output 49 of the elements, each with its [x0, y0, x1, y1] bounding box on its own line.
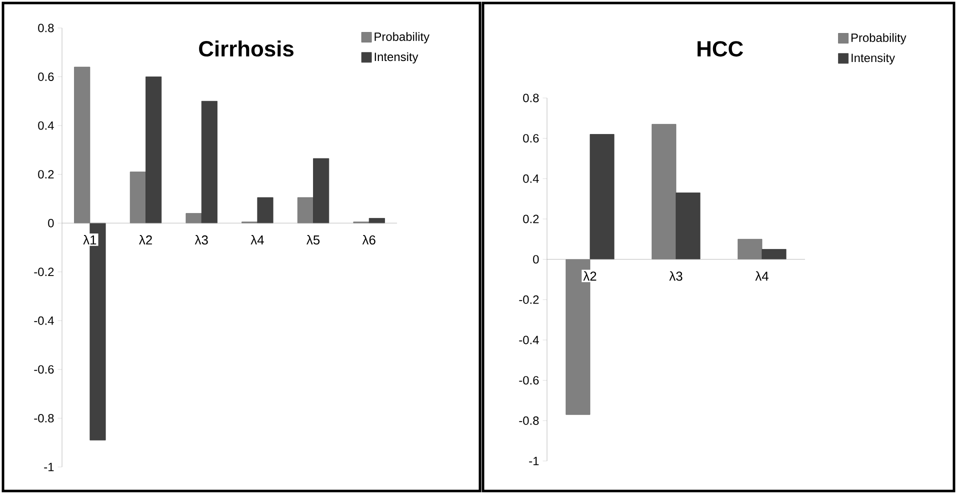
bar — [313, 158, 330, 224]
y-tick-label: 0.2 — [523, 214, 539, 224]
bar — [201, 100, 218, 224]
bar — [762, 249, 786, 260]
y-tick-label: -0.8 — [519, 416, 539, 425]
y-tick-label: 0.6 — [523, 134, 539, 143]
y-tick-label: -0.6 — [519, 376, 539, 385]
y-tick-label: 0.6 — [38, 72, 54, 81]
y-tick-label: 0 — [533, 255, 539, 264]
x-tick-label: λ1 — [83, 235, 96, 244]
bar — [676, 192, 700, 260]
y-tick-label: 0.2 — [38, 170, 54, 179]
y-tick-label: 0.4 — [38, 121, 54, 130]
x-tick-label: λ5 — [306, 235, 320, 245]
legend-label: Intensity — [852, 53, 896, 64]
y-tick-label: 0.8 — [38, 24, 54, 32]
x-tick-label: λ4 — [755, 271, 768, 281]
y-tick-label: -0.2 — [519, 295, 539, 304]
bar — [652, 124, 676, 260]
bar — [257, 197, 274, 224]
bar — [590, 134, 614, 260]
y-tick-label: 0 — [48, 218, 54, 228]
x-tick-label: λ2 — [139, 235, 152, 244]
y-tick-label: -0.2 — [34, 268, 54, 276]
y-tick-label: 0.8 — [523, 94, 539, 102]
x-tick-label: λ4 — [250, 235, 264, 244]
y-tick-label: -0.8 — [34, 414, 54, 422]
x-tick-label: λ3 — [194, 235, 208, 245]
y-tick-label: -0.4 — [34, 316, 54, 325]
x-tick-label: λ2 — [583, 271, 596, 281]
x-tick-label: λ3 — [669, 271, 682, 281]
chart-title: Cirrhosis — [199, 40, 294, 57]
bar — [368, 218, 385, 224]
y-tick-label: -1 — [529, 456, 539, 466]
chart-title: HCC — [698, 41, 744, 57]
legend-label: Probability — [374, 32, 430, 44]
y-tick-label: -0.6 — [34, 365, 54, 374]
bar — [738, 238, 762, 260]
bar — [297, 197, 314, 224]
y-tick-label: 0.4 — [523, 174, 539, 183]
bar — [130, 172, 146, 224]
bar — [186, 213, 202, 224]
legend-label: Intensity — [374, 52, 418, 64]
bar — [74, 66, 90, 224]
y-tick-label: -1 — [44, 462, 54, 472]
legend-label: Probability — [852, 33, 906, 44]
bar — [146, 76, 162, 224]
y-tick-label: -0.4 — [519, 336, 539, 344]
x-tick-label: λ6 — [362, 235, 376, 245]
